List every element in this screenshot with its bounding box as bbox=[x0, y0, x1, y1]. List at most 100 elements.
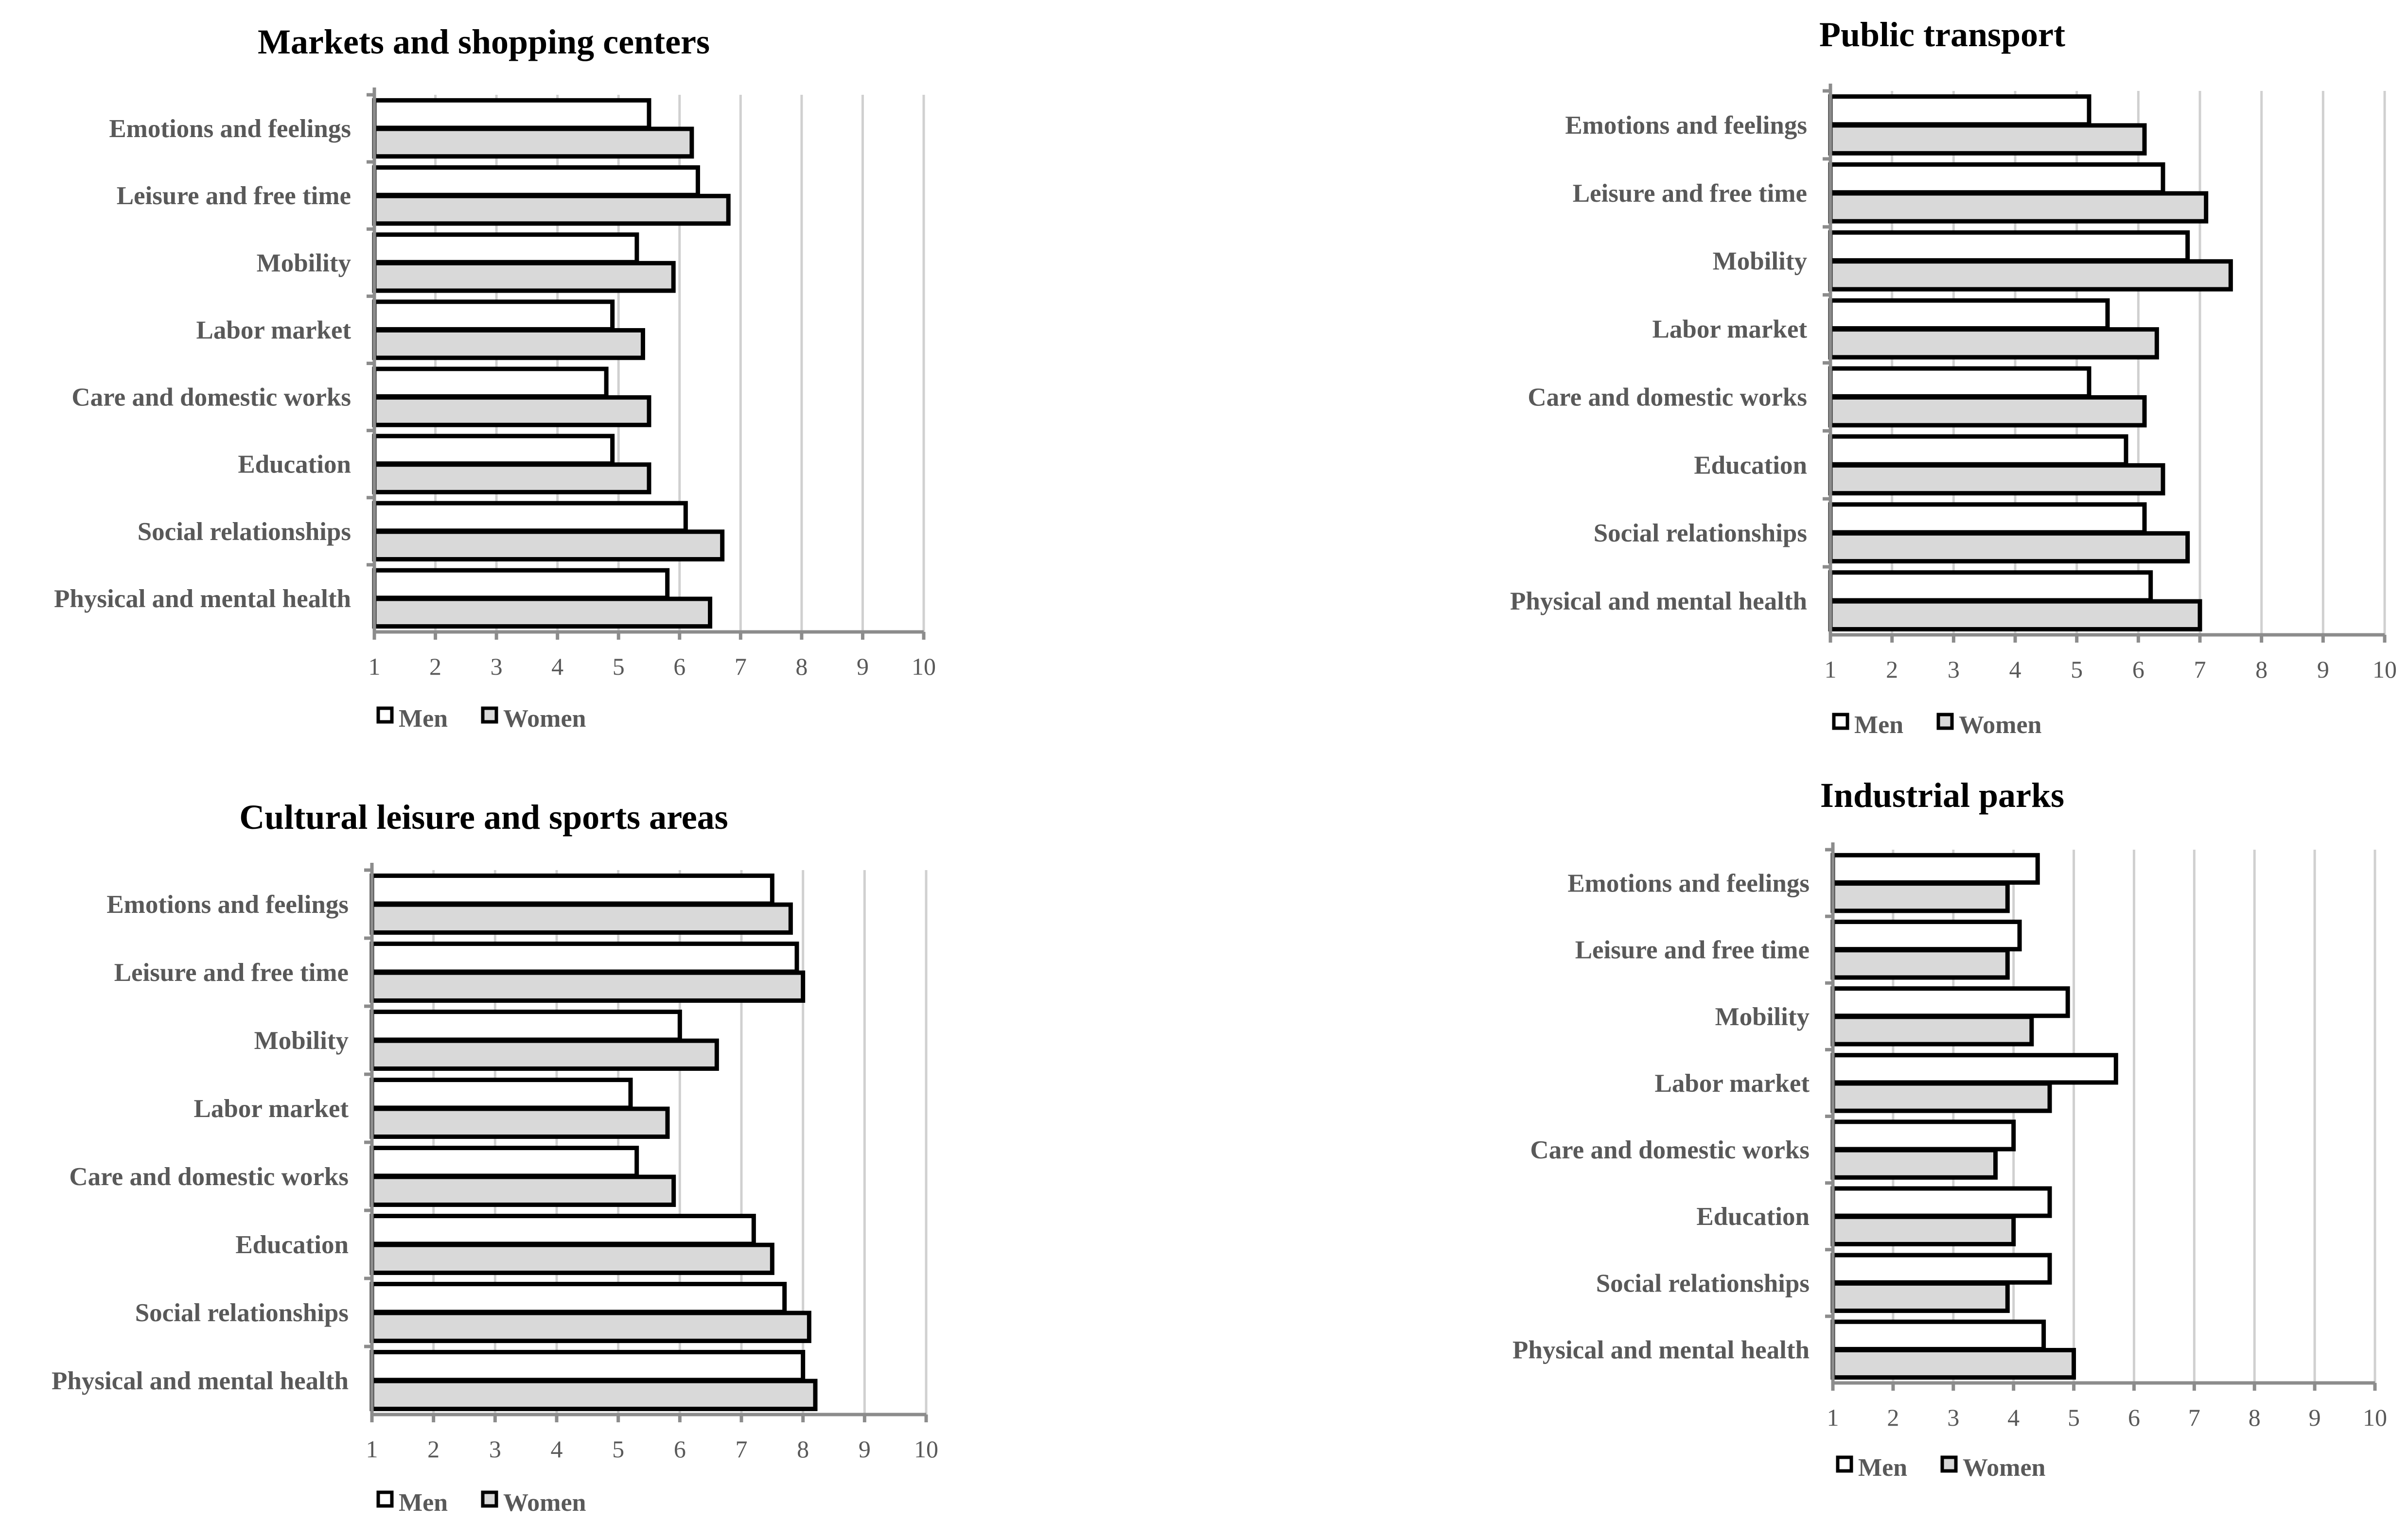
chart-title: Industrial parks bbox=[1820, 776, 2064, 815]
bar-women bbox=[1830, 1148, 1998, 1180]
bar-women bbox=[369, 1242, 774, 1275]
legend: Men Women bbox=[1836, 1454, 2046, 1482]
bar-women bbox=[369, 902, 793, 935]
legend-label-women: Women bbox=[503, 705, 586, 733]
category-label: Labor market bbox=[194, 1095, 349, 1123]
bar-men bbox=[372, 299, 615, 332]
x-tick-label: 10 bbox=[2373, 656, 2397, 683]
bar-men bbox=[372, 98, 651, 130]
x-tick-label: 10 bbox=[2363, 1404, 2387, 1431]
bar-women bbox=[372, 126, 694, 159]
x-tick-label: 10 bbox=[912, 653, 936, 680]
category-label: Labor market bbox=[196, 316, 352, 344]
bar-women bbox=[372, 261, 676, 293]
category-label: Care and domestic works bbox=[1528, 383, 1807, 411]
bar-men bbox=[1828, 94, 2092, 127]
x-tick-label: 5 bbox=[613, 653, 625, 680]
category-label: Care and domestic works bbox=[71, 384, 351, 412]
x-tick-label: 8 bbox=[2249, 1404, 2261, 1431]
category-label: Care and domestic works bbox=[1530, 1136, 1810, 1164]
x-tick-label: 8 bbox=[2255, 656, 2267, 683]
x-tick-label: 1 bbox=[1825, 656, 1837, 683]
bar-women bbox=[1828, 123, 2147, 156]
x-tick-label: 1 bbox=[369, 653, 381, 680]
x-tick-label: 6 bbox=[2132, 656, 2144, 683]
x-tick-label: 2 bbox=[427, 1435, 439, 1463]
legend-label-men: Men bbox=[399, 705, 448, 733]
bar-women bbox=[369, 1311, 811, 1343]
chart-panel-1: Markets and shopping centers Emotions and… bbox=[54, 22, 936, 733]
x-tick-label: 9 bbox=[859, 1435, 871, 1463]
bar-men bbox=[369, 942, 799, 974]
x-tick-label: 6 bbox=[673, 653, 685, 680]
category-label: Mobility bbox=[1713, 247, 1807, 276]
chart-title: Cultural leisure and sports areas bbox=[239, 798, 728, 837]
category-label: Emotions and feelings bbox=[109, 115, 351, 143]
bar-men bbox=[369, 1282, 787, 1314]
bar-men bbox=[1830, 1186, 2052, 1218]
bar-women bbox=[369, 1038, 719, 1071]
bar-women bbox=[372, 529, 725, 561]
bar-women bbox=[369, 970, 806, 1003]
x-tick-label: 1 bbox=[1827, 1404, 1839, 1431]
bar-men bbox=[369, 1078, 633, 1110]
x-tick-label: 7 bbox=[2188, 1404, 2200, 1431]
category-label: Social relationships bbox=[1596, 1269, 1810, 1297]
bar-women bbox=[1828, 191, 2209, 224]
x-tick-label: 4 bbox=[551, 1435, 563, 1463]
chart-panel-4: Industrial parks Emotions and feelings Lei… bbox=[1512, 776, 2387, 1482]
x-tick-label: 6 bbox=[2128, 1404, 2140, 1431]
bar-men bbox=[369, 1214, 756, 1246]
x-tick-label: 1 bbox=[366, 1435, 378, 1463]
category-label: Education bbox=[238, 451, 351, 479]
x-tick-label: 9 bbox=[857, 653, 869, 680]
legend-swatch-women bbox=[1940, 1455, 1958, 1473]
bar-men bbox=[1830, 919, 2022, 952]
bar-men bbox=[1828, 570, 2153, 603]
legend-swatch-men bbox=[1836, 1455, 1853, 1473]
x-tick-label: 3 bbox=[1947, 1404, 1959, 1431]
category-label: Leisure and free time bbox=[114, 959, 349, 987]
bar-men bbox=[1830, 986, 2070, 1018]
bar-men bbox=[369, 1146, 639, 1178]
category-label: Education bbox=[1694, 451, 1807, 479]
legend-swatch-women bbox=[481, 706, 498, 724]
legend-label-women: Women bbox=[503, 1489, 586, 1517]
bar-men bbox=[372, 165, 700, 197]
category-label: Social relationships bbox=[138, 518, 351, 546]
bar-men bbox=[372, 434, 615, 466]
x-tick-label: 5 bbox=[2068, 1404, 2080, 1431]
bar-men bbox=[372, 367, 609, 399]
bar-women bbox=[372, 462, 651, 494]
category-label: Emotions and feelings bbox=[1565, 111, 1807, 140]
x-tick-label: 4 bbox=[2007, 1404, 2020, 1431]
bar-men bbox=[1830, 1319, 2046, 1351]
legend-swatch-men bbox=[376, 1490, 394, 1508]
legend-label-women: Women bbox=[1963, 1454, 2046, 1482]
category-label: Social relationships bbox=[1594, 519, 1807, 547]
bar-men bbox=[1830, 1253, 2052, 1285]
bar-women bbox=[372, 328, 645, 360]
bar-women bbox=[369, 1106, 670, 1139]
x-tick-label: 3 bbox=[1948, 656, 1960, 683]
bar-men bbox=[369, 1010, 682, 1042]
x-tick-label: 7 bbox=[735, 653, 747, 680]
bar-women bbox=[1830, 881, 2010, 913]
category-label: Mobility bbox=[1715, 1003, 1810, 1031]
x-tick-label: 4 bbox=[2009, 656, 2021, 683]
bar-women bbox=[1830, 1014, 2034, 1047]
x-tick-label: 3 bbox=[491, 653, 503, 680]
x-tick-label: 2 bbox=[1887, 1404, 1899, 1431]
legend: Men Women bbox=[376, 1489, 586, 1517]
x-tick-label: 2 bbox=[1886, 656, 1898, 683]
bar-women bbox=[372, 193, 731, 226]
legend-swatch-men bbox=[1832, 713, 1849, 730]
category-label: Labor market bbox=[1652, 315, 1808, 344]
bar-men bbox=[1828, 366, 2092, 399]
bar-men bbox=[372, 501, 688, 533]
bar-women bbox=[1830, 1347, 2076, 1380]
category-label: Mobility bbox=[257, 249, 351, 277]
bar-women bbox=[1830, 948, 2010, 980]
bar-men bbox=[1830, 853, 2040, 885]
category-label: Leisure and free time bbox=[117, 182, 351, 210]
